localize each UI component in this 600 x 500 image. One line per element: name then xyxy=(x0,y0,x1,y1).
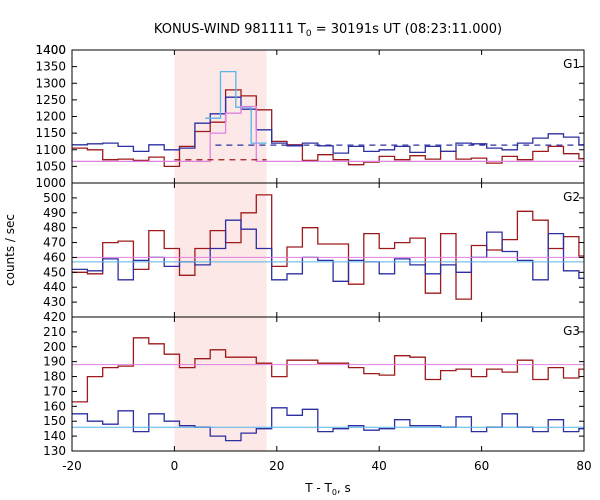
chart-title-main: KONUS-WIND 981111 T xyxy=(154,22,306,37)
y-tick-label: 150 xyxy=(43,414,66,428)
y-tick-label: 470 xyxy=(43,236,66,250)
series-red-g3 xyxy=(72,337,584,403)
y-tick-label: 180 xyxy=(43,370,66,384)
y-tick-label: 1250 xyxy=(35,93,66,107)
y-tick-label: 430 xyxy=(43,295,66,309)
y-tick-label: 200 xyxy=(43,340,66,354)
y-tick-label: 480 xyxy=(43,221,66,235)
y-tick-label: 450 xyxy=(43,265,66,279)
y-tick-label: 190 xyxy=(43,355,66,369)
panel-label-g2: G2 xyxy=(563,190,580,204)
series-blue-g3 xyxy=(72,407,584,442)
x-axis-label-subscript: 0 xyxy=(332,488,337,497)
panel-g1-plot xyxy=(72,70,584,168)
x-tick-label: 40 xyxy=(372,459,387,473)
y-tick-label: 1400 xyxy=(35,43,66,57)
x-tick-label: -20 xyxy=(62,459,82,473)
chart-title-subscript: 0 xyxy=(306,29,312,39)
y-tick-label: 140 xyxy=(43,429,66,443)
y-axis-label: counts / sec xyxy=(3,214,17,286)
panel-label-g1: G1 xyxy=(563,57,580,71)
chart-title-rest: = 30191s UT (08:23:11.000) xyxy=(312,22,502,37)
y-tick-label: 500 xyxy=(43,191,66,205)
panel-frame-g1 xyxy=(71,49,585,184)
series-blue-g2 xyxy=(72,219,584,282)
y-tick-label: 1400 xyxy=(35,43,66,57)
series-red-g2 xyxy=(72,194,584,300)
x-axis-label: T - T0, s xyxy=(304,481,351,497)
y-tick-label: 1000 xyxy=(35,176,66,190)
panel-frame-g3 xyxy=(71,316,585,452)
x-axis-label-rest: , s xyxy=(337,481,351,495)
series-cyan-g1 xyxy=(205,70,267,144)
y-tick-label: 170 xyxy=(43,384,66,398)
x-tick-label: 20 xyxy=(269,459,284,473)
y-tick-label: 1100 xyxy=(35,143,66,157)
chart-title: KONUS-WIND 981111 T0 = 30191s UT (08:23:… xyxy=(154,22,502,39)
y-tick-label: 420 xyxy=(43,310,66,324)
y-tick-label: 160 xyxy=(43,399,66,413)
y-tick-label: 130 xyxy=(43,444,66,458)
x-tick-label: 0 xyxy=(171,459,179,473)
y-tick-label: 1300 xyxy=(35,76,66,90)
x-axis-label-main: T - T xyxy=(304,481,332,495)
y-tick-label: 440 xyxy=(43,280,66,294)
y-tick-label: 1350 xyxy=(35,60,66,74)
y-tick-label: 1200 xyxy=(35,110,66,124)
panel-g2-plot xyxy=(72,194,584,300)
panel-g3-plot xyxy=(72,337,584,442)
series-blue-g1 xyxy=(72,96,584,154)
y-tick-label: 1150 xyxy=(35,126,66,140)
plot-layer: 1000105011001150120012501300135014001400… xyxy=(35,43,591,473)
series-pink-g1 xyxy=(72,105,584,163)
panel-label-g3: G3 xyxy=(563,324,580,338)
y-tick-label: 490 xyxy=(43,206,66,220)
y-tick-label: 1050 xyxy=(35,159,66,173)
x-tick-label: 80 xyxy=(576,459,591,473)
x-tick-label: 60 xyxy=(474,459,489,473)
y-tick-label: 210 xyxy=(43,325,66,339)
series-red-g1 xyxy=(72,89,584,168)
y-tick-label: 460 xyxy=(43,250,66,264)
